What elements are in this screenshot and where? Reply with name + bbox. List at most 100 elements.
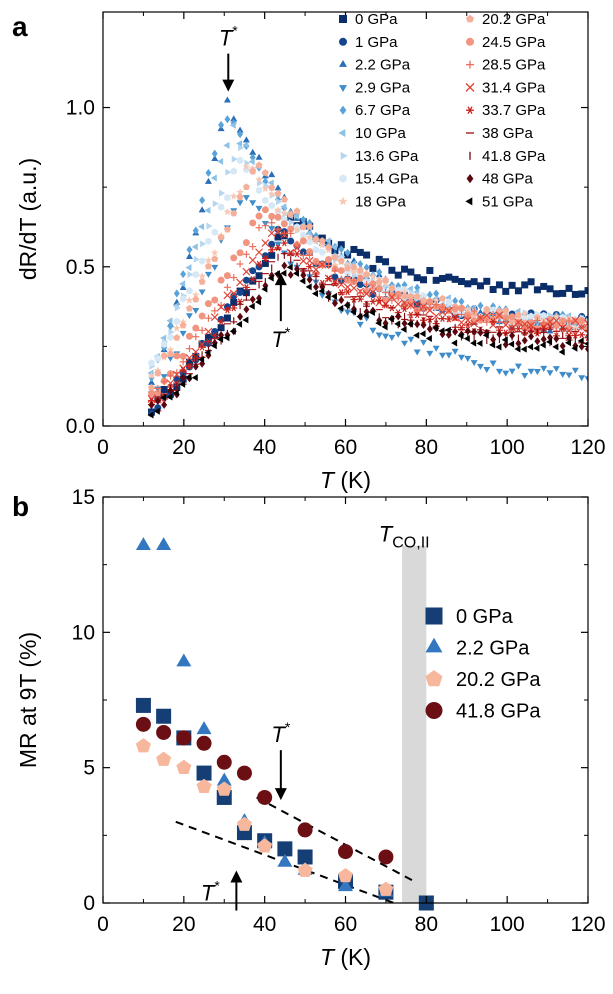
data-point [191, 290, 200, 299]
data-point [242, 250, 250, 258]
data-point [471, 327, 478, 336]
data-point [369, 290, 377, 298]
legend-label: 0 GPa [355, 11, 398, 28]
legend-marker [339, 174, 347, 183]
data-point [514, 311, 522, 319]
data-point [419, 330, 426, 338]
data-point [261, 239, 270, 247]
data-point [287, 210, 295, 218]
y-axis-label: dR/dT (a.u.) [15, 158, 41, 280]
data-point [255, 263, 263, 271]
data-point [287, 229, 295, 237]
data-point [236, 278, 244, 287]
data-point [382, 319, 389, 328]
data-point [268, 251, 276, 259]
data-point [224, 330, 231, 339]
data-point [439, 294, 446, 302]
series-0-gpa [148, 213, 588, 416]
data-point [571, 332, 579, 339]
data-point [514, 287, 522, 295]
data-point [482, 311, 491, 320]
x-tick-label: 120 [570, 436, 605, 459]
data-point [420, 292, 427, 300]
data-point [223, 291, 232, 300]
data-point [552, 316, 561, 325]
data-point [387, 293, 396, 301]
data-point [444, 306, 453, 315]
data-point [464, 355, 472, 362]
data-point [571, 367, 579, 374]
data-point [369, 264, 377, 272]
data-point [439, 315, 446, 322]
data-point [268, 271, 275, 280]
data-point [255, 153, 263, 160]
data-point [148, 359, 155, 367]
data-point [156, 751, 172, 766]
legend-label: 51 GPa [482, 193, 534, 210]
x-tick-label: 40 [253, 436, 276, 459]
data-point [452, 327, 459, 336]
data-point [502, 314, 510, 322]
data-point [369, 298, 377, 305]
panel-b-letter: b [12, 491, 29, 522]
data-point [546, 316, 554, 324]
legend-marker [425, 607, 443, 625]
data-point [356, 287, 365, 296]
data-point [230, 298, 238, 306]
legend-marker [466, 60, 474, 69]
data-point [350, 296, 358, 303]
data-point [281, 261, 288, 270]
data-point [540, 319, 548, 327]
data-point [216, 754, 232, 770]
data-point [330, 292, 337, 300]
data-point [489, 360, 497, 367]
data-point [395, 312, 402, 321]
data-point [236, 193, 244, 201]
legend-marker [338, 129, 346, 137]
x-axis-label: T (K) [320, 944, 371, 970]
data-point [255, 175, 263, 183]
data-point [584, 376, 588, 383]
data-point [527, 312, 535, 320]
data-point [476, 282, 484, 290]
data-point [160, 393, 167, 401]
data-point [476, 308, 484, 315]
data-point [153, 407, 160, 415]
data-point [394, 300, 403, 309]
data-point [445, 352, 453, 359]
data-point [312, 265, 320, 274]
data-point [261, 252, 269, 260]
data-point [173, 334, 181, 341]
data-point [577, 337, 584, 345]
legend-item-20-2-gpa: 20.2 GPa [425, 669, 541, 691]
data-point [280, 230, 289, 239]
data-point [198, 326, 206, 334]
data-point [242, 162, 251, 170]
arrow-head [230, 870, 243, 883]
annotation-t-star-bottom: T* [271, 273, 291, 352]
data-point [230, 304, 238, 312]
data-point [204, 349, 211, 357]
data-point [388, 291, 396, 299]
data-point [292, 269, 300, 277]
data-point [407, 311, 415, 319]
data-point [395, 281, 402, 290]
data-point [243, 305, 250, 314]
data-point [330, 243, 337, 251]
data-point [249, 200, 257, 207]
data-point [255, 212, 263, 220]
annotation-label: T* [219, 23, 238, 51]
series-2-9-gpa [148, 195, 588, 398]
data-point [297, 849, 313, 865]
data-point [217, 335, 224, 343]
data-point [179, 369, 187, 377]
data-point [217, 318, 225, 326]
data-point [306, 248, 314, 256]
data-point [496, 330, 503, 339]
legend-marker [425, 637, 443, 653]
data-point [426, 298, 434, 306]
data-point [160, 352, 168, 359]
data-point [268, 246, 276, 254]
data-point [185, 345, 193, 353]
data-point [255, 186, 263, 195]
